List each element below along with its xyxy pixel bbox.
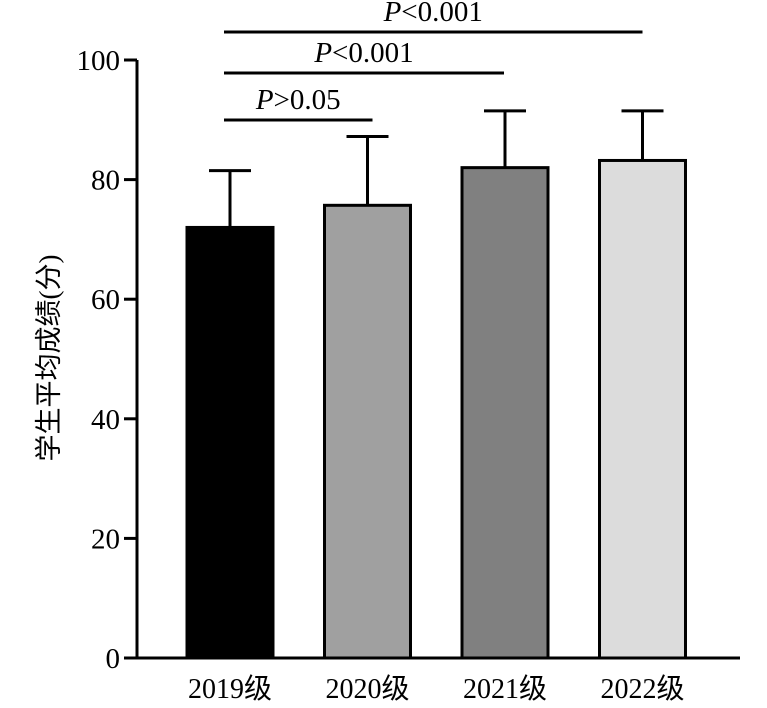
x-tick-label: 2021级 bbox=[463, 673, 547, 705]
y-tick-label: 80 bbox=[91, 165, 120, 197]
bar bbox=[460, 166, 550, 660]
significance-label: P<0.001 bbox=[383, 0, 483, 28]
significance-label: P>0.05 bbox=[255, 84, 341, 116]
bar bbox=[598, 158, 687, 660]
bars: 2019级 2020级 2021级 2022级 bbox=[185, 109, 687, 705]
y-tick-label: 40 bbox=[91, 404, 120, 436]
significance-label: P<0.001 bbox=[313, 37, 413, 69]
x-tick-label: 2019级 bbox=[188, 673, 272, 705]
y-tick-label: 60 bbox=[91, 284, 120, 316]
bar bbox=[323, 203, 412, 660]
y-tick-label: 20 bbox=[91, 523, 120, 555]
y-tick-label: 100 bbox=[77, 45, 121, 77]
significance-brackets: P>0.05 P<0.001 P<0.001 bbox=[224, 0, 643, 122]
bar bbox=[185, 225, 275, 660]
x-tick-label: 2020级 bbox=[325, 673, 409, 705]
y-tick-label: 0 bbox=[106, 643, 121, 675]
x-tick-label: 2022级 bbox=[600, 673, 684, 705]
y-axis-label: 学生平均成绩(分) bbox=[34, 255, 64, 462]
